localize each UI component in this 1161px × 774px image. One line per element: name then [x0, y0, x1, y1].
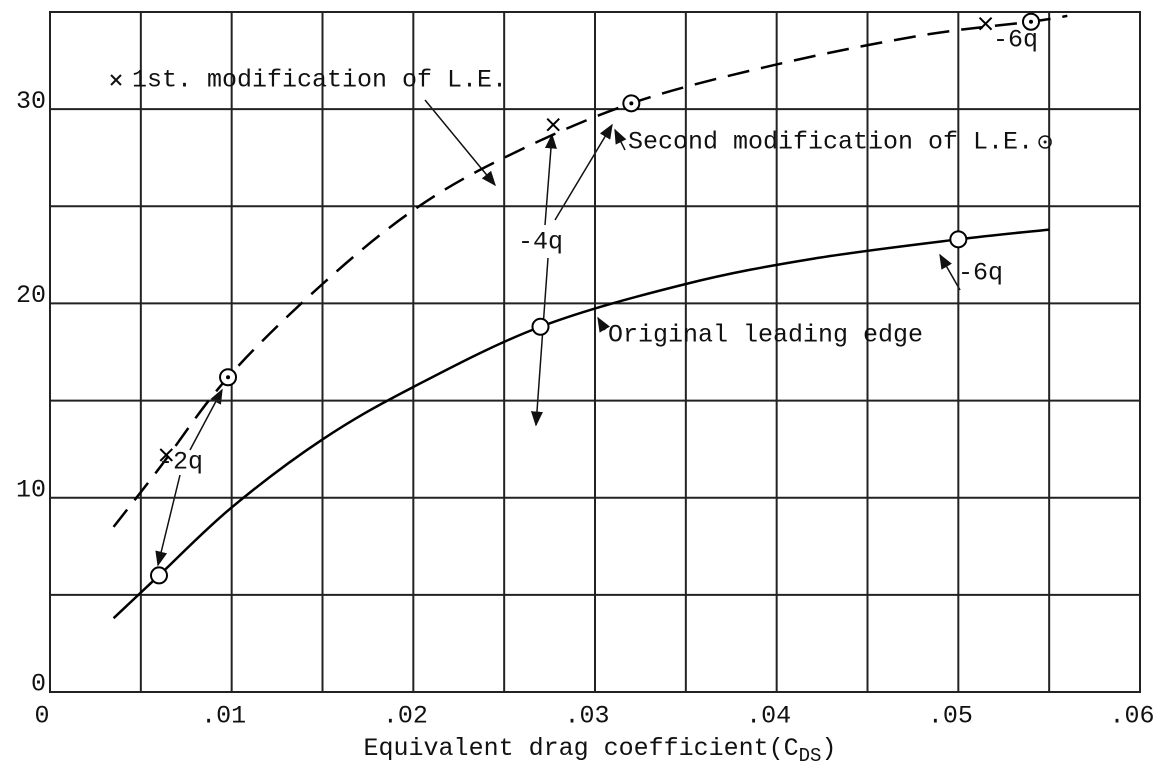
arrows	[155, 99, 961, 567]
annotation: -6q	[993, 26, 1038, 55]
point-dot	[1029, 19, 1033, 24]
x-tick-label: .05	[928, 702, 973, 731]
legend-mark	[1038, 135, 1052, 149]
point-dot	[629, 101, 634, 106]
legend-mark	[110, 74, 122, 86]
annotation: -6q	[958, 259, 1003, 288]
x-label-suffix: )	[821, 734, 836, 763]
x-tick-label: 0	[34, 702, 49, 731]
series-label: Second modification of L.E.	[628, 128, 1033, 157]
x-label-subscript: DS	[799, 745, 822, 767]
point	[159, 448, 173, 462]
series-label: 1st. modification of L.E.	[132, 66, 507, 95]
annotation: -4q	[518, 228, 563, 257]
point	[150, 566, 168, 585]
annotation: -2q	[158, 448, 203, 477]
x-tick-label: .01	[201, 702, 246, 731]
x-tick-label: .03	[564, 702, 609, 731]
legend-mark	[1043, 140, 1047, 144]
y-tick-label: 0	[31, 670, 46, 699]
x-label-text: Equivalent drag coefficient(C	[364, 734, 799, 763]
y-tick-label: 20	[16, 281, 46, 310]
curve	[112, 228, 1050, 620]
y-tick-label: 30	[16, 87, 46, 116]
series-label: Original leading edge	[608, 321, 923, 350]
x-tick-label: .04	[746, 702, 791, 731]
point-dot	[226, 375, 231, 380]
curve	[112, 14, 1068, 528]
point	[546, 117, 560, 132]
x-tick-label: .02	[383, 702, 428, 731]
point	[949, 230, 968, 249]
point	[531, 317, 550, 336]
x-axis-label: Equivalent drag coefficient(CDS)	[364, 734, 837, 767]
x-tick-label: .06	[1109, 702, 1154, 731]
y-tick-label: 10	[16, 475, 46, 504]
